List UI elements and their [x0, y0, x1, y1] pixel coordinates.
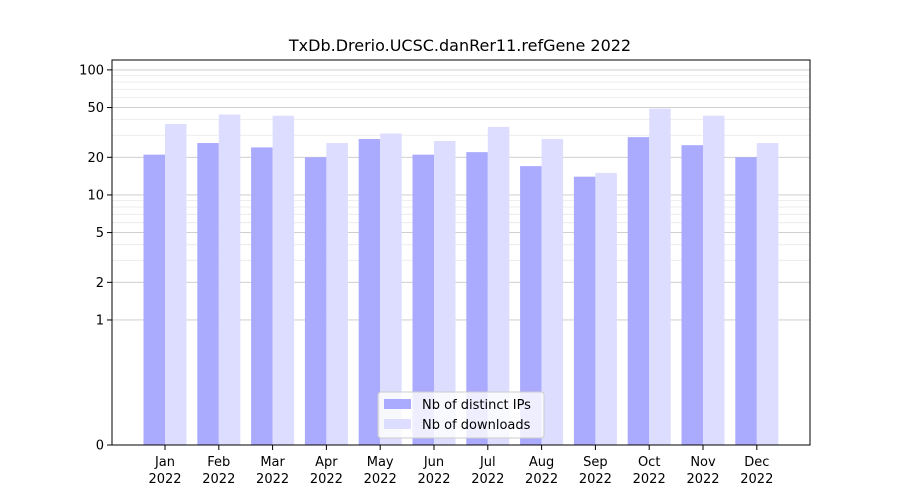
y-tick-label: 50 [87, 101, 104, 116]
x-tick-label-month: Feb [207, 455, 230, 470]
x-tick-label-year: 2022 [148, 472, 181, 487]
bar-downloads-apr [326, 143, 348, 445]
bar-downloads-sep [595, 172, 617, 445]
chart-title: TxDb.Drerio.UCSC.danRer11.refGene 2022 [288, 36, 631, 55]
bar-distinct-ips-jan [143, 154, 165, 446]
plot-frame [111, 59, 811, 446]
x-tick-label-year: 2022 [579, 472, 612, 487]
bar-distinct-ips-apr [304, 157, 327, 445]
bar-downloads-may [380, 133, 402, 445]
x-tick-label-month: Aug [529, 455, 554, 470]
x-tick-label-month: Nov [690, 455, 716, 470]
x-tick-label-year: 2022 [310, 472, 343, 487]
y-tick-label: 20 [87, 151, 104, 166]
bar-distinct-ips-oct [627, 137, 650, 445]
x-tick-label-year: 2022 [686, 472, 719, 487]
legend-swatch [384, 419, 411, 429]
y-tick-label: 10 [87, 188, 104, 203]
x-tick-label-year: 2022 [417, 472, 450, 487]
x-tick-label-year: 2022 [740, 472, 773, 487]
bar-distinct-ips-mar [251, 147, 273, 446]
bar-downloads-aug [541, 139, 564, 445]
legend: Nb of distinct IPs Nb of downloads [377, 391, 545, 439]
bar-downloads-jun [434, 140, 456, 445]
x-tick-label-month: Mar [260, 455, 285, 470]
bar-downloads-jan [165, 123, 187, 445]
bar-distinct-ips-may [358, 139, 381, 445]
x-tick-label-year: 2022 [364, 472, 397, 487]
x-axis: Jan 2022 Feb 2022 Mar 2022 Apr 2022 May 2022 Jun 20… [148, 445, 773, 487]
y-axis: 0 1 2 5 10 20 50 100 [79, 63, 112, 454]
legend-swatch [384, 399, 411, 409]
legend-label: Nb of downloads [422, 418, 531, 433]
y-tick-label: 2 [96, 276, 104, 291]
x-tick-label-month: May [367, 455, 394, 470]
legend-label: Nb of distinct IPs [422, 398, 531, 413]
y-tick-label: 0 [96, 439, 104, 454]
bar-downloads-jul [487, 126, 510, 446]
x-tick-label-month: Jan [154, 455, 175, 470]
x-tick-label-year: 2022 [202, 472, 235, 487]
bars [143, 108, 779, 446]
bar-downloads-nov [703, 115, 725, 445]
bar-distinct-ips-jul [466, 152, 488, 445]
x-tick-label-year: 2022 [471, 472, 504, 487]
x-tick-label-month: Oct [638, 455, 660, 470]
y-tick-label: 5 [96, 226, 104, 241]
bar-downloads-dec [756, 143, 779, 445]
y-tick-label: 1 [96, 313, 104, 328]
bar-distinct-ips-sep [573, 176, 596, 445]
bar-distinct-ips-feb [197, 143, 219, 445]
bar-distinct-ips-nov [681, 145, 703, 445]
bar-downloads-oct [649, 108, 671, 445]
bar-downloads-feb [218, 114, 241, 445]
x-tick-label-year: 2022 [256, 472, 289, 487]
x-tick-label-year: 2022 [633, 472, 666, 487]
bar-distinct-ips-aug [520, 166, 542, 445]
bar-downloads-mar [272, 115, 295, 445]
x-tick-label-month: Jun [423, 455, 444, 470]
bar-distinct-ips-jun [412, 154, 434, 446]
x-tick-label-month: Sep [583, 455, 608, 470]
legend-box [377, 391, 545, 439]
bar-distinct-ips-dec [735, 157, 757, 445]
x-tick-label-month: Apr [315, 455, 338, 470]
x-tick-label-month: Dec [744, 455, 769, 470]
x-tick-label-year: 2022 [525, 472, 558, 487]
y-tick-label: 100 [79, 63, 104, 78]
x-tick-label-month: Jul [479, 455, 496, 470]
